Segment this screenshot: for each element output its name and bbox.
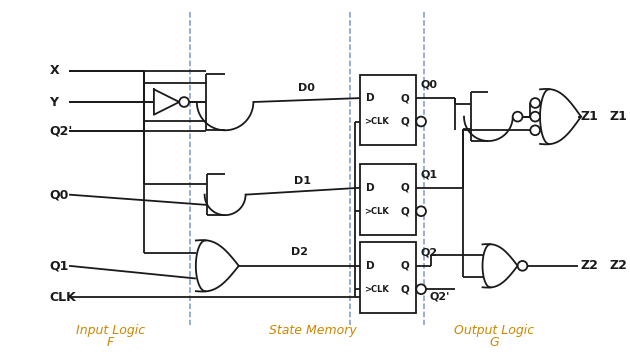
Text: Q2: Q2 — [420, 247, 437, 257]
Text: >CLK: >CLK — [365, 117, 389, 126]
Text: Q: Q — [401, 117, 410, 126]
Bar — [360, 243, 416, 313]
Text: X: X — [50, 64, 59, 77]
Text: Z2: Z2 — [609, 259, 627, 272]
Bar — [360, 75, 416, 145]
Text: D: D — [367, 93, 375, 103]
Text: Q: Q — [401, 284, 410, 294]
Text: D0: D0 — [298, 83, 315, 93]
Text: Z1: Z1 — [580, 110, 598, 123]
Text: Q: Q — [401, 93, 410, 103]
Text: Q: Q — [401, 206, 410, 216]
Circle shape — [416, 284, 426, 294]
Text: State Memory: State Memory — [269, 324, 357, 337]
Text: Q0: Q0 — [50, 188, 69, 201]
Text: F: F — [106, 336, 114, 349]
Text: Q: Q — [401, 183, 410, 193]
Text: Input Logic: Input Logic — [76, 324, 145, 337]
Circle shape — [530, 112, 540, 122]
Circle shape — [416, 117, 426, 126]
Circle shape — [180, 97, 189, 107]
Text: D: D — [367, 261, 375, 271]
Text: G: G — [490, 336, 499, 349]
Text: Z1: Z1 — [609, 110, 627, 123]
Text: Q0: Q0 — [420, 79, 437, 89]
Text: >CLK: >CLK — [365, 207, 389, 216]
Text: CLK: CLK — [50, 291, 76, 304]
Circle shape — [530, 125, 540, 135]
Text: Y: Y — [50, 96, 59, 109]
Text: D: D — [367, 183, 375, 193]
Circle shape — [416, 206, 426, 216]
Circle shape — [513, 112, 522, 122]
Text: Q2': Q2' — [50, 125, 73, 138]
Text: Z2: Z2 — [580, 259, 598, 272]
Bar — [360, 164, 416, 235]
Text: Output Logic: Output Logic — [454, 324, 534, 337]
Text: Q1: Q1 — [50, 259, 69, 272]
Text: D2: D2 — [290, 247, 307, 257]
Text: Q2': Q2' — [430, 291, 450, 301]
Circle shape — [530, 98, 540, 108]
Text: Q: Q — [401, 261, 410, 271]
Text: D1: D1 — [294, 176, 311, 186]
Circle shape — [518, 261, 527, 271]
Text: Q1: Q1 — [420, 169, 437, 179]
Text: >CLK: >CLK — [365, 285, 389, 294]
